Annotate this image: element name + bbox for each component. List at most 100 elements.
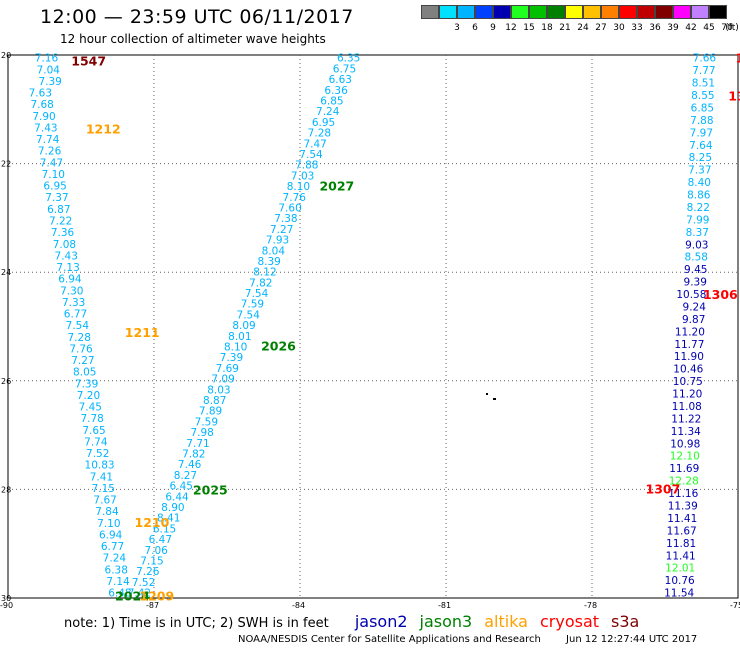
swh-value: 7.15 <box>140 555 163 567</box>
swh-value: 12.28 <box>669 476 699 488</box>
legend-swatch <box>457 5 475 19</box>
time-label: 1212 <box>86 121 121 136</box>
swh-value: 8.51 <box>692 78 715 90</box>
swh-value: 7.26 <box>136 566 160 578</box>
legend-label: 3 <box>454 23 460 33</box>
legend-label: 6 <box>472 23 478 33</box>
swh-value: 7.90 <box>32 111 55 123</box>
lon-tick-label: -75 <box>730 601 740 610</box>
lon-tick-label: -84 <box>292 601 305 610</box>
legend-label: 24 <box>577 23 589 33</box>
swh-value: 7.41 <box>90 471 113 483</box>
swh-value: 7.03 <box>291 170 314 182</box>
swh-value: 6.85 <box>320 96 343 108</box>
swh-value: 7.74 <box>84 436 108 448</box>
lat-tick-label: 20 <box>1 51 11 60</box>
legend-swatch <box>529 5 547 19</box>
swh-value: 7.46 <box>178 459 202 471</box>
swh-value: 6.36 <box>324 85 348 97</box>
swh-value: 11.41 <box>666 550 696 562</box>
swh-value: 7.47 <box>40 157 63 169</box>
legend-swatch <box>547 5 565 19</box>
legend-swatch <box>673 5 691 19</box>
swh-value: 7.28 <box>308 128 331 140</box>
swh-value: 7.42 <box>128 588 151 600</box>
swh-value: 7.63 <box>29 88 52 100</box>
mark-dot <box>493 398 496 400</box>
legend-label: 30 <box>613 23 625 33</box>
legend-unit: (ft) <box>725 23 739 33</box>
swh-value: 11.08 <box>672 401 702 413</box>
swh-value: 8.10 <box>224 342 247 354</box>
track-diagonal-ascending: 6.356.756.636.366.857.246.957.287.477.54… <box>128 53 361 600</box>
swh-value: 6.63 <box>329 74 352 86</box>
swh-value: 7.59 <box>241 299 264 311</box>
satellite-cryosat: cryosat <box>539 612 600 631</box>
swh-value: 9.45 <box>684 264 707 276</box>
swh-value: 7.37 <box>688 165 711 177</box>
swh-value: 7.09 <box>211 374 234 386</box>
legend-swatch <box>439 5 457 19</box>
swh-value: 6.45 <box>170 481 193 493</box>
swh-value: 7.78 <box>80 413 103 425</box>
swh-value: 7.43 <box>55 250 78 262</box>
footer-note: note: 1) Time is in UTC; 2) SWH is in fe… <box>64 612 651 631</box>
swh-value: 6.94 <box>58 274 82 286</box>
swh-value: 6.75 <box>333 63 356 75</box>
lat-tick-label: 26 <box>1 377 11 386</box>
time-label: 1211 <box>125 325 160 340</box>
swh-value: 7.76 <box>283 192 307 204</box>
swh-value: 7.14 <box>106 576 130 588</box>
swh-value: 7.69 <box>216 363 239 375</box>
swh-value: 6.35 <box>337 53 360 65</box>
swh-value: 11.16 <box>668 488 698 500</box>
swh-value: 7.33 <box>62 297 85 309</box>
swh-value: 7.15 <box>92 483 115 495</box>
time-label: 1307 <box>646 481 681 496</box>
swh-value: 8.86 <box>687 190 711 202</box>
page-title: 12:00 — 23:59 UTC 06/11/2017 <box>40 6 354 28</box>
lon-tick-label: -90 <box>0 601 13 610</box>
mark-dot <box>486 393 488 395</box>
lat-tick-label: 30 <box>1 594 11 603</box>
swh-value: 9.24 <box>683 301 707 313</box>
swh-value: 11.81 <box>666 538 696 550</box>
legend-label: 33 <box>631 23 643 33</box>
swh-value: 8.40 <box>688 177 711 189</box>
swh-value: 6.44 <box>165 491 189 503</box>
swh-value: 7.10 <box>97 518 120 530</box>
swh-value: 7.54 <box>299 149 323 161</box>
swh-value: 8.39 <box>257 256 280 268</box>
swh-value: 11.54 <box>664 588 694 600</box>
time-label: 2025 <box>193 482 228 497</box>
swh-value: 7.54 <box>66 320 90 332</box>
legend-label: 42 <box>685 23 697 33</box>
legend-label: 39 <box>667 23 679 33</box>
legend-swatch <box>475 5 493 19</box>
swh-value: 7.28 <box>68 332 91 344</box>
swh-value: 7.04 <box>37 64 61 76</box>
swh-value: 7.22 <box>49 215 72 227</box>
legend-swatch <box>619 5 637 19</box>
swh-value: 8.22 <box>687 202 710 214</box>
lon-tick-label: -78 <box>584 601 597 610</box>
swh-value: 6.95 <box>43 181 66 193</box>
swh-value: 7.64 <box>689 140 713 152</box>
swh-value: 7.66 <box>693 53 717 65</box>
swh-value: 10.75 <box>673 376 703 388</box>
swh-value: 9.03 <box>685 239 708 251</box>
swh-value: 7.38 <box>274 213 297 225</box>
swh-value: 10.58 <box>676 289 706 301</box>
swh-value: 10.76 <box>665 575 695 587</box>
lat-tick-label: 22 <box>1 160 11 169</box>
swh-value: 7.65 <box>82 425 105 437</box>
swh-value: 6.38 <box>105 564 128 576</box>
legend-label: 9 <box>490 23 496 33</box>
satellite-altika: altika <box>484 612 528 631</box>
swh-value: 10.83 <box>85 460 115 472</box>
swh-value: 8.10 <box>287 181 310 193</box>
swh-value: 8.04 <box>262 245 286 257</box>
legend-label: 12 <box>505 23 517 33</box>
legend-swatch <box>655 5 673 19</box>
swh-value: 7.37 <box>45 192 68 204</box>
